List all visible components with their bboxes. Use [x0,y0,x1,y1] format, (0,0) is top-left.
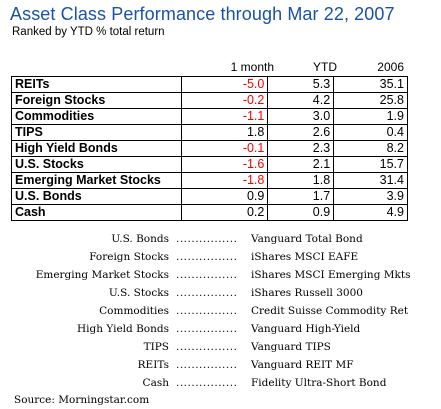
one-month-return: -1.8 [180,172,269,189]
list-item: Foreign Stocks................ iShares MS… [0,249,441,267]
fund-name: Vanguard TIPS [251,341,331,353]
asset-class-name: Cash [11,204,182,221]
fund-asset-class: U.S. Stocks [108,287,169,299]
table-row: Emerging Market Stocks -1.8 1.8 31.4 [11,172,408,189]
return-2006: 31.4 [333,172,408,189]
table-row: U.S. Bonds 0.9 1.7 3.9 [11,188,408,205]
leader-dots: ................ [176,233,238,245]
table-row: High Yield Bonds -0.1 2.3 8.2 [11,140,408,157]
leader-dots: ................ [176,341,238,353]
asset-class-name: U.S. Stocks [11,156,182,173]
fund-name: Vanguard High-Yield [251,323,361,335]
ytd-return: 0.9 [267,204,335,221]
return-2006: 8.2 [333,140,408,157]
ytd-return: 4.2 [267,92,335,109]
return-2006: 15.7 [333,156,408,173]
leader-dots: ................ [176,359,238,371]
column-header-2006: 2006 [377,60,404,74]
fund-asset-class: REITs [137,359,169,371]
table-row: U.S. Stocks -1.6 2.1 15.7 [11,156,408,173]
return-2006: 35.1 [333,76,408,93]
leader-dots: ................ [176,323,238,335]
list-item: Commodities................ Credit Suisse… [0,303,441,321]
page-subtitle: Ranked by YTD % total return [12,26,165,38]
page-title: Asset Class Performance through Mar 22, … [10,4,395,24]
fund-name: iShares MSCI EAFE [251,251,359,263]
asset-class-name: Emerging Market Stocks [11,172,182,189]
table-row: Foreign Stocks -0.2 4.2 25.8 [11,92,408,109]
fund-asset-class: Foreign Stocks [89,251,169,263]
asset-class-name: Commodities [11,108,182,125]
table-row: Cash 0.2 0.9 4.9 [11,204,408,221]
fund-asset-class: High Yield Bonds [77,323,169,335]
fund-list: U.S. Bonds................ Vanguard Total… [0,231,441,393]
one-month-return: -1.1 [180,108,269,125]
fund-asset-class: Emerging Market Stocks [35,269,169,281]
asset-class-name: REITs [11,76,182,93]
leader-dots: ................ [176,287,238,299]
leader-dots: ................ [176,305,238,317]
one-month-return: 0.2 [180,204,269,221]
leader-dots: ................ [176,251,238,263]
list-item: Emerging Market Stocks................ iS… [0,267,441,285]
return-2006: 25.8 [333,92,408,109]
ytd-return: 2.1 [267,156,335,173]
list-item: Cash................ Fidelity Ultra-Short… [0,375,441,393]
list-item: REITs................ Vanguard REIT MF [0,357,441,375]
one-month-return: -5.0 [180,76,269,93]
return-2006: 3.9 [333,188,408,205]
fund-name: iShares Russell 3000 [251,287,363,299]
asset-class-name: TIPS [11,124,182,141]
fund-asset-class: U.S. Bonds [111,233,169,245]
one-month-return: -0.1 [180,140,269,157]
ytd-return: 1.7 [267,188,335,205]
one-month-return: -0.2 [180,92,269,109]
ytd-return: 2.6 [267,124,335,141]
leader-dots: ................ [176,269,238,281]
table-row: TIPS 1.8 2.6 0.4 [11,124,408,141]
list-item: High Yield Bonds................ Vanguard… [0,321,441,339]
leader-dots: ................ [176,377,238,389]
ytd-return: 2.3 [267,140,335,157]
fund-name: iShares MSCI Emerging Mkts [251,269,411,281]
ytd-return: 3.0 [267,108,335,125]
performance-table: REITs -5.0 5.3 35.1 Foreign Stocks -0.2 4.2 25.… [11,76,408,221]
return-2006: 0.4 [333,124,408,141]
list-item: U.S. Stocks................ iShares Russe… [0,285,441,303]
one-month-return: 1.8 [180,124,269,141]
fund-name: Vanguard REIT MF [251,359,354,371]
one-month-return: 0.9 [180,188,269,205]
one-month-return: -1.6 [180,156,269,173]
list-item: TIPS................ Vanguard TIPS [0,339,441,357]
return-2006: 1.9 [333,108,408,125]
fund-name: Credit Suisse Commodity Ret [251,305,409,317]
fund-name: Vanguard Total Bond [251,233,363,245]
asset-class-name: Foreign Stocks [11,92,182,109]
ytd-return: 5.3 [267,76,335,93]
return-2006: 4.9 [333,204,408,221]
list-item: U.S. Bonds................ Vanguard Total… [0,231,441,249]
table-row: Commodities -1.1 3.0 1.9 [11,108,408,125]
asset-class-name: High Yield Bonds [11,140,182,157]
table-row: REITs -5.0 5.3 35.1 [11,76,408,93]
column-header-ytd: YTD [313,60,337,74]
fund-asset-class: Cash [142,377,169,389]
asset-class-name: U.S. Bonds [11,188,182,205]
fund-name: Fidelity Ultra-Short Bond [251,377,387,389]
ytd-return: 1.8 [267,172,335,189]
source-note: Source: Morningstar.com [14,394,150,406]
fund-asset-class: TIPS [143,341,169,353]
column-header-1-month: 1 month [230,60,274,74]
fund-asset-class: Commodities [99,305,169,317]
